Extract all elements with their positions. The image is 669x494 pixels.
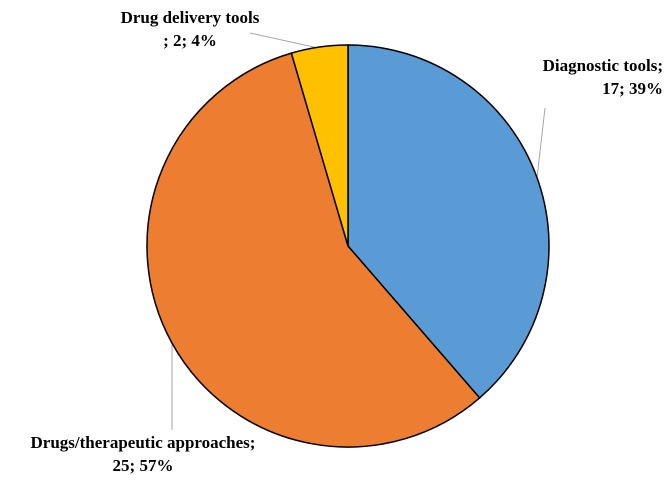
data-label: 25; 57% [113,456,174,475]
pie-slice [146,52,481,448]
data-label: Diagnostic tools; [543,56,663,75]
leader-line [536,107,546,179]
pie-slice [347,44,550,399]
data-label: ; 2; 4% [163,31,217,50]
data-label: Drug delivery tools [121,8,260,27]
data-label: 17; 39% [602,79,663,98]
leader-line [249,32,319,49]
data-label: Drugs/therapeutic approaches; [31,433,256,452]
pie-slice [290,44,349,247]
